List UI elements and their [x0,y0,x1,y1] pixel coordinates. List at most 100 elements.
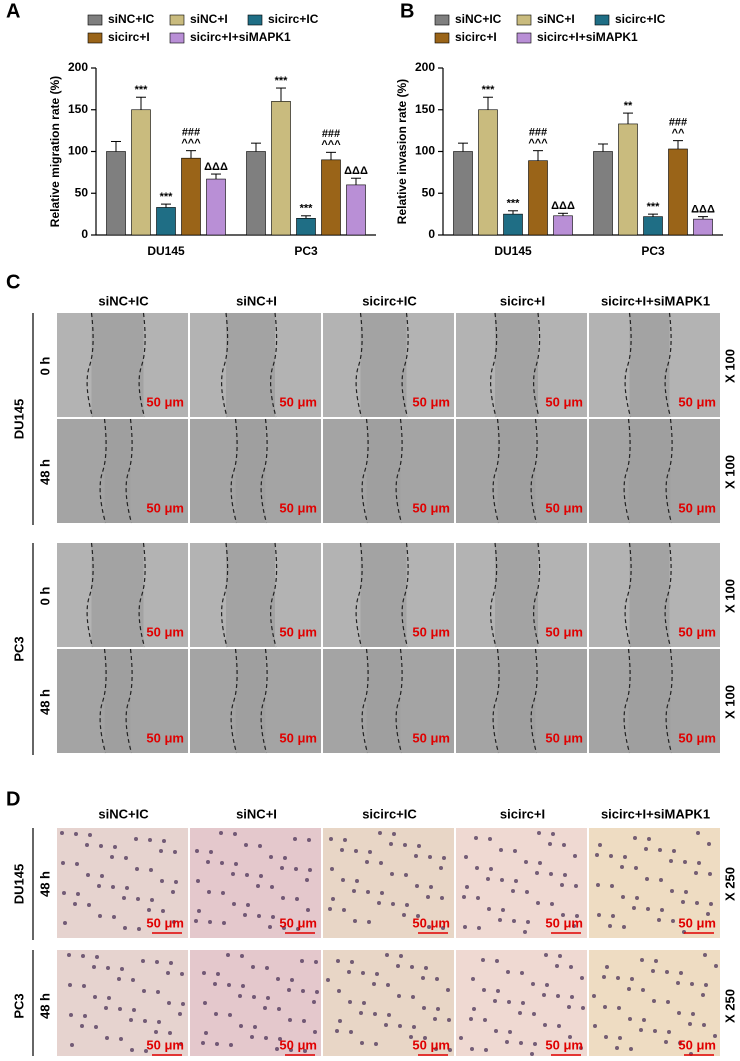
scratch-edge [492,418,500,524]
cell-dot [440,896,444,900]
x-tick-label: DU145 [147,244,185,258]
bar [643,216,663,236]
cell-dot [397,994,401,998]
cell-dot [669,859,673,863]
cell-dot [391,902,395,906]
cell-dot [196,879,200,883]
cell-dot [694,871,698,875]
cell-dot [448,1048,452,1052]
cell-dot [519,1041,523,1045]
cell-dot [488,837,492,841]
cell-dot [593,1024,597,1028]
column-header: siNC+IC [98,293,149,308]
cell-dot [354,849,358,853]
scale-bar-label: 50 μm [412,915,450,930]
scratch-edge [270,542,278,648]
cell-dot [475,866,479,870]
cell-dot [295,897,299,901]
cell-dot [98,914,102,918]
cell-dot [167,1001,171,1005]
cell-dot [446,988,450,992]
scratch-edge [138,312,146,418]
scale-bar-label: 50 μm [678,500,716,515]
cell-dot [111,885,115,889]
cell-dot [709,902,713,906]
cell-dot [580,976,584,980]
cell-dot [526,920,530,924]
significance-label: ΔΔΔ [344,165,368,177]
cell-dot [258,844,262,848]
cell-dot [427,925,431,929]
bar [593,151,613,236]
cell-dot [305,878,309,882]
cell-dot [555,964,559,968]
cell-dot [355,879,359,883]
scratch-area [629,313,670,417]
cell-dot [308,868,312,872]
bar [181,157,201,236]
cell-dot [238,994,242,998]
error-bar [136,96,146,110]
significance-label: *** [275,75,289,87]
cell-dot [313,1030,317,1034]
scratch-edge [355,312,363,418]
error-bar [186,150,196,159]
scale-bar-label: 50 μm [678,394,716,409]
cell-dot [160,879,164,883]
significance-label: *** [482,84,496,96]
cell-dot [294,867,298,871]
scratch-area [366,649,401,753]
cell-dot [645,877,649,881]
cell-dot [415,884,419,888]
bar [296,218,316,236]
cell-dot [704,983,708,987]
cell-dot [484,1048,488,1052]
cell-dot [306,908,310,912]
cell-dot [73,902,77,906]
cell-dot [99,844,103,848]
legend-swatch [169,32,185,44]
group-label: DU145 [11,399,26,439]
scratch-area [360,313,407,417]
cell-dot [618,1036,622,1040]
cell-dot [131,978,135,982]
cell-dot [276,977,280,981]
cell-dot [574,884,578,888]
cell-dot [156,990,160,994]
cell-dot [602,975,606,979]
cell-dot [296,927,300,931]
cell-dot [429,885,433,889]
cell-dot [556,994,560,998]
magnification: X 250 [722,867,737,901]
scale-bar-label: 50 μm [146,500,184,515]
cell-dot [469,1017,473,1021]
scratch-edge [533,542,541,648]
error-bar [111,140,121,152]
error-bar [251,142,261,152]
cell-dot [568,1035,572,1039]
scratch-area [497,419,536,523]
cell-dot [118,1007,122,1011]
error-bar [558,212,568,216]
significance-label: ** [624,100,633,112]
cell-dot [389,842,393,846]
bar [271,101,291,236]
scale-bar-label: 50 μm [146,624,184,639]
cell-dot [489,867,493,871]
cell-dot [464,855,468,859]
cell-dot [523,930,527,934]
y-tick-label: 100 [68,144,88,158]
cell-dot [80,1024,84,1028]
cell-dot [375,972,379,976]
cell-dot [374,1042,378,1046]
cell-dot [436,1007,440,1011]
cell-dot [670,889,674,893]
cell-dot [134,837,138,841]
y-axis-label: Relative migration rate (%) [48,76,62,227]
cell-dot [329,837,333,841]
column-header: sicirc+I [500,806,545,821]
legend-swatch [247,14,263,26]
micrograph [190,828,321,938]
cell-dot [142,989,146,993]
cell-dot [447,1018,451,1022]
